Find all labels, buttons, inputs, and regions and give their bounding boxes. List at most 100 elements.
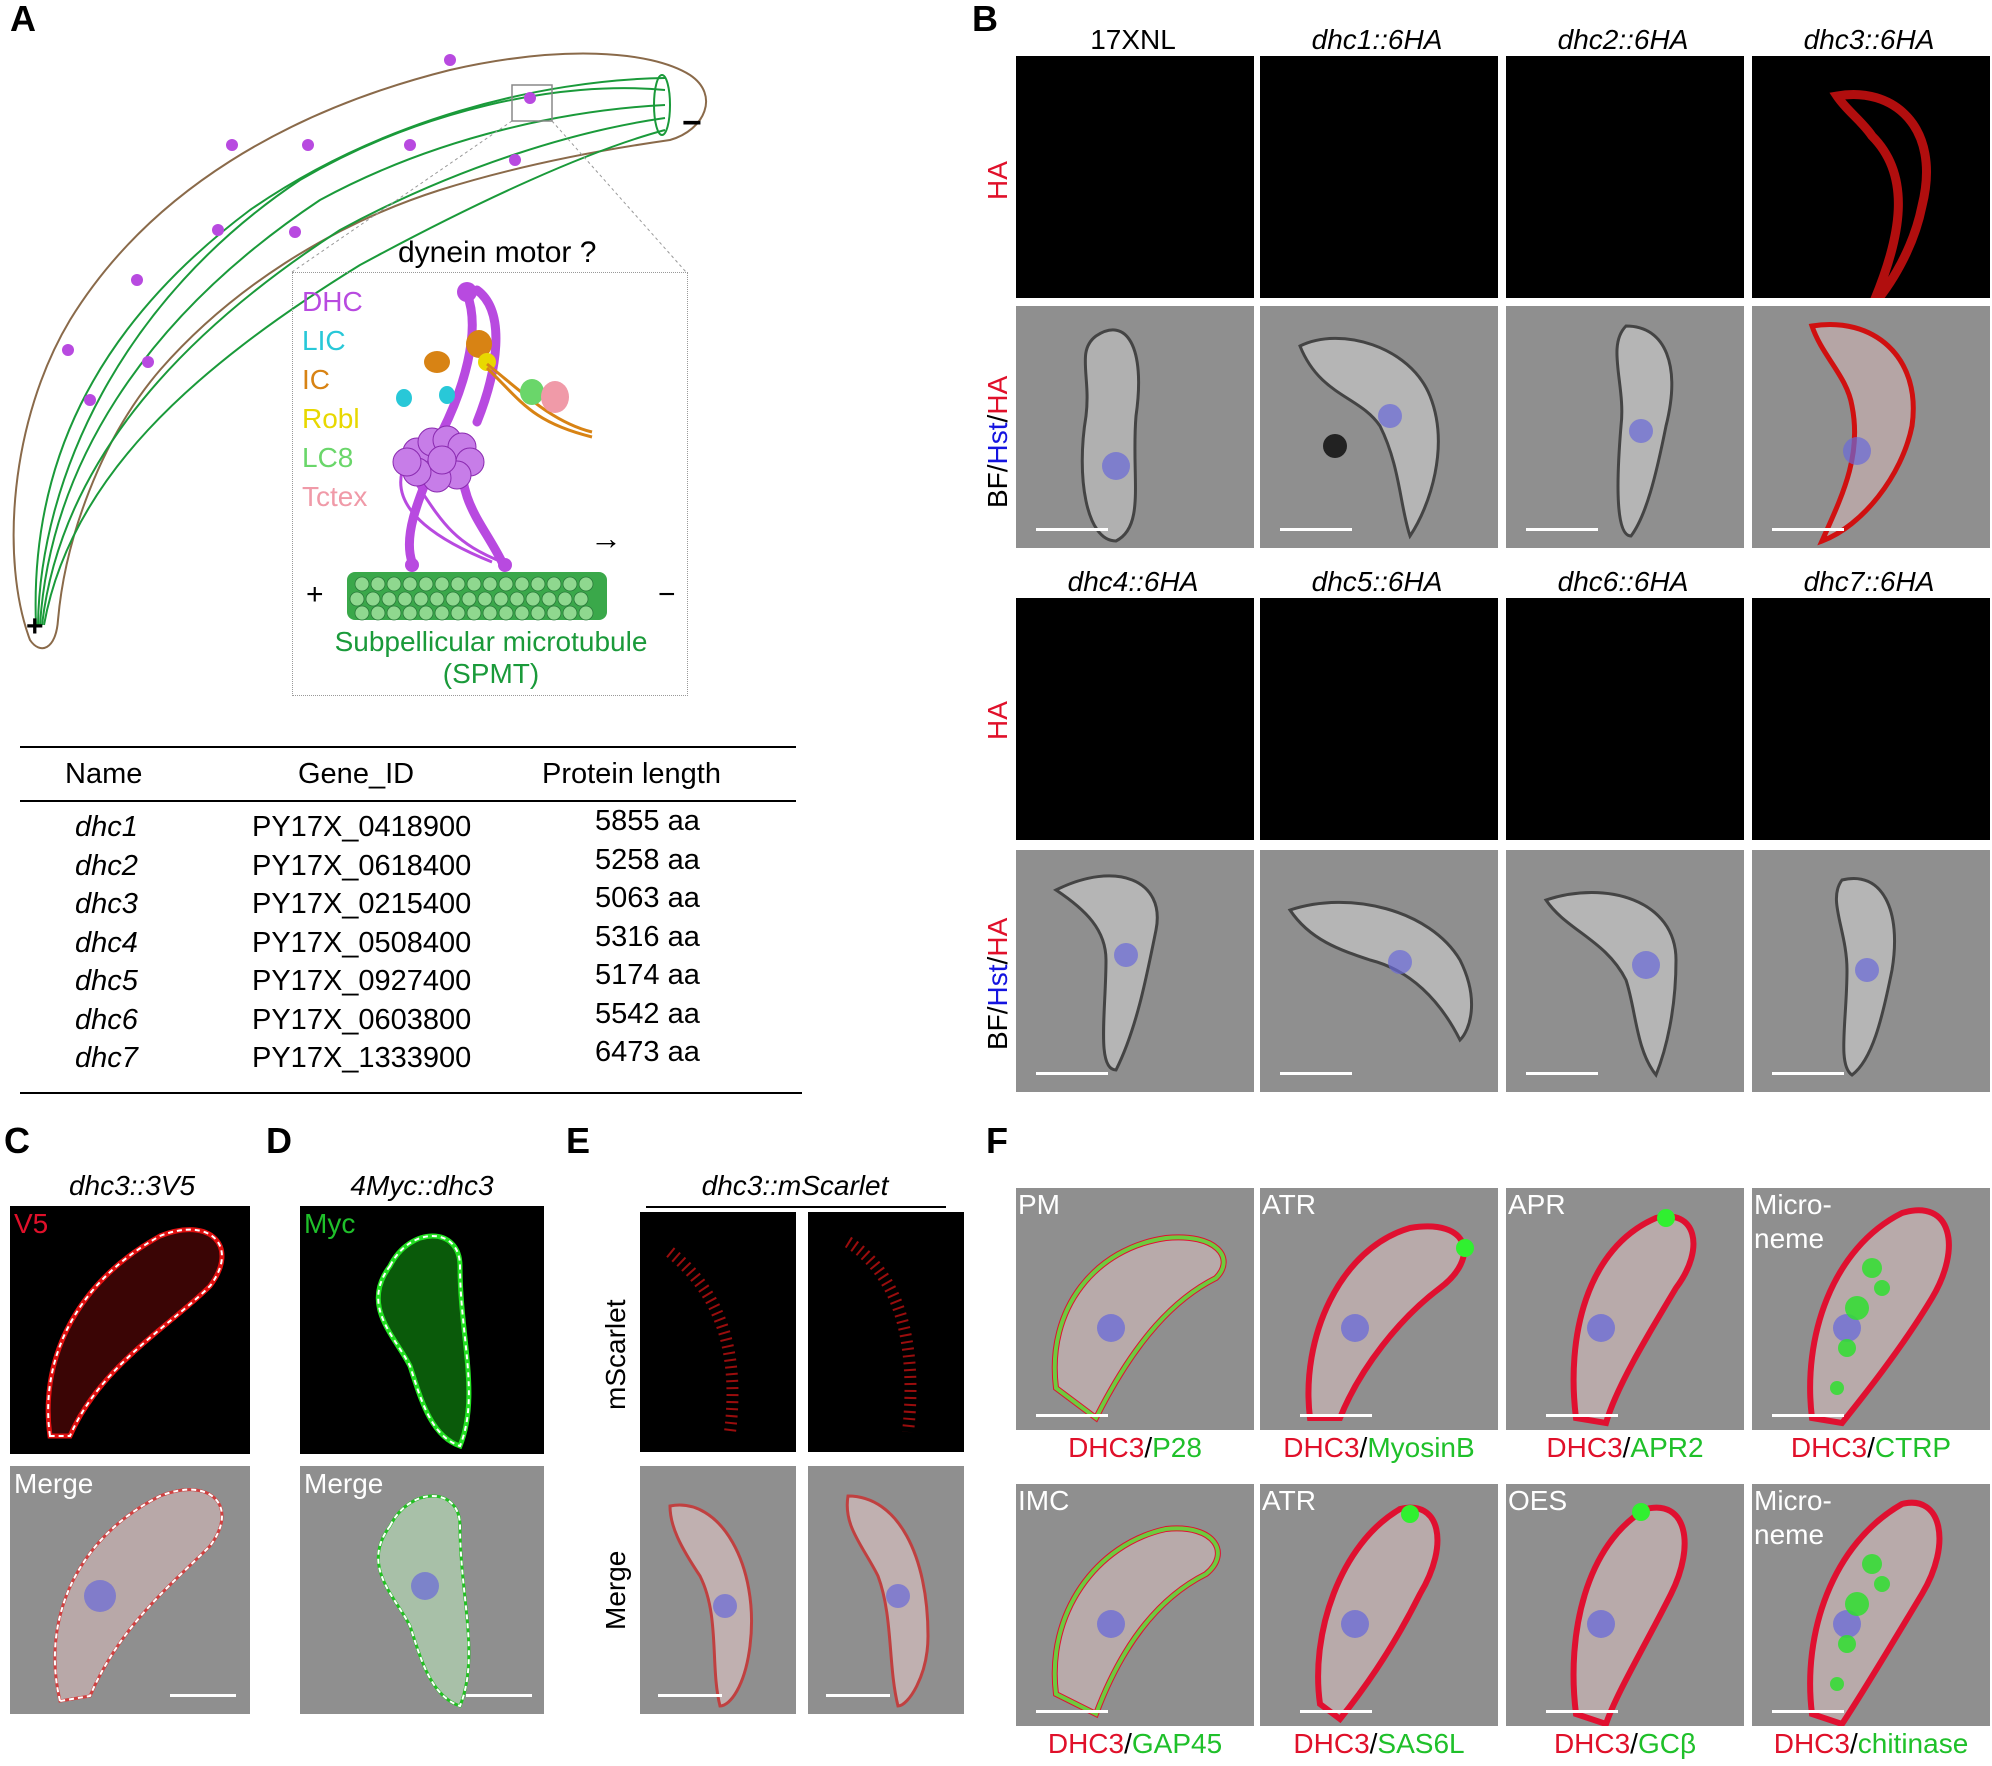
colocalization-cell [1051, 1234, 1227, 1423]
colocalization-image: OES [1506, 1484, 1744, 1726]
protein-name: DHC3 [1047, 1728, 1125, 1759]
bf-text: BF [982, 472, 1013, 508]
mt-plus-label: + [306, 578, 324, 611]
colocalization-image: ATR [1260, 1188, 1498, 1430]
localization-label: OES [1508, 1485, 1568, 1516]
cell-dhc1 [1298, 336, 1440, 540]
panel-label-f: F [986, 1120, 1008, 1161]
ha-image-17xnl [1016, 56, 1254, 298]
parasite-schematic [12, 52, 708, 650]
separator: / [1359, 1432, 1368, 1463]
myc-merge-cell [376, 1494, 471, 1708]
scale-bar [466, 1694, 532, 1697]
colocalization-caption: DHC3/P28 [1016, 1432, 1254, 1464]
table-cell: 5855 aa [595, 805, 700, 837]
table-cell: PY17X_0603800 [252, 1003, 472, 1036]
scale-bar [1772, 1072, 1844, 1075]
col-header-dhc7: dhc7::6HA [1803, 566, 1935, 597]
cell-dhc7 [1834, 877, 1897, 1077]
table-cell: PY17X_0927400 [252, 965, 472, 997]
col-header-dhc4: dhc4::6HA [1067, 566, 1199, 597]
legend-tctex: Tctex [302, 481, 368, 512]
marker-name: chitinase [1857, 1728, 1969, 1759]
marker-name: GCβ [1637, 1728, 1697, 1759]
separator: / [1867, 1432, 1875, 1463]
sep-text: / [982, 414, 1013, 423]
separator: / [1630, 1728, 1638, 1759]
row-label-merge-top: BF/Hst/HA [982, 376, 1014, 508]
panel-label-a: A [10, 0, 36, 39]
protein-name: DHC3 [1546, 1432, 1623, 1463]
sep-text: / [982, 464, 1013, 473]
protein-name: DHC3 [1790, 1432, 1868, 1463]
localization-label: IMC [1018, 1485, 1070, 1516]
dynein-legend: DHC LIC IC Robl LC8 Tctex [302, 282, 367, 516]
merge-image-dhc1 [1260, 306, 1498, 548]
table-cell: PY17X_0618400 [252, 849, 472, 882]
mt-label: Subpellicular microtubule (SPMT) [296, 626, 686, 690]
scale-bar [1036, 1072, 1108, 1075]
mscarlet-image-1 [640, 1212, 796, 1452]
cell-dhc3 [1808, 322, 1916, 546]
colocalization-image: APR [1506, 1188, 1744, 1430]
colocalization-caption: DHC3/chitinase [1752, 1728, 1990, 1760]
panel-label-d: D [266, 1120, 292, 1161]
panel-label-c: C [4, 1120, 30, 1161]
protein-name: DHC3 [1553, 1728, 1631, 1759]
table-cell: PY17X_0418900 [252, 811, 472, 843]
mscarlet-merge-cell-2 [845, 1494, 930, 1708]
table-cell: PY17X_1333900 [252, 1042, 472, 1074]
mscarlet-merge-cell-1 [668, 1503, 753, 1708]
col-header-dhc3: dhc3::6HA [1803, 24, 1935, 55]
colocalization-caption: DHC3/CTRP [1752, 1432, 1990, 1464]
localization-label: Micro- neme [1754, 1485, 1832, 1550]
merge-image-dhc2 [1506, 306, 1744, 548]
scale-bar [1772, 1710, 1844, 1713]
colocalization-cell [1807, 1499, 1943, 1726]
scale-bar [1036, 1414, 1108, 1417]
table-cell: 6473 aa [595, 1036, 700, 1068]
ha-image-dhc6 [1506, 598, 1744, 840]
legend-lic: LIC [302, 325, 346, 356]
ha-image-dhc2 [1506, 56, 1744, 298]
panel-d-title: 4Myc::dhc3 [350, 1170, 494, 1201]
marker-name: CTRP [1874, 1432, 1952, 1463]
cell-dhc5 [1287, 900, 1474, 1043]
row-label-ha-top: HA [982, 161, 1013, 200]
length-column: 5855 aa 5258 aa 5063 aa 5316 aa 5174 aa … [595, 802, 700, 1072]
col-protein-length: Protein length [542, 758, 721, 790]
table-cell: dhc7 [75, 1042, 138, 1074]
table-cell: dhc4 [75, 926, 138, 959]
cell-17xnl [1080, 328, 1141, 543]
ha-image-dhc4 [1016, 598, 1254, 840]
separator: / [1124, 1728, 1132, 1759]
zoom-box [511, 84, 553, 122]
colocalization-cell [1051, 1525, 1221, 1719]
scale-bar [1036, 528, 1108, 531]
protein-name: DHC3 [1068, 1432, 1145, 1463]
table-cell: 5063 aa [595, 882, 700, 914]
sep-text: / [982, 956, 1013, 965]
ha-image-dhc1 [1260, 56, 1498, 298]
colocalization-image: Micro- neme [1752, 1484, 1990, 1726]
scale-bar [1280, 1072, 1352, 1075]
ha-text: HA [982, 917, 1013, 957]
separator: / [1622, 1432, 1631, 1463]
protein-name: DHC3 [1283, 1432, 1360, 1463]
hst-text: Hst [982, 422, 1013, 465]
panel-e-title-rule [646, 1206, 946, 1208]
col-name: Name [65, 758, 143, 790]
plus-end-label: + [26, 610, 44, 643]
mt-minus-label: − [658, 578, 676, 611]
table-cell: dhc2 [75, 849, 138, 882]
panel-label-e: E [566, 1120, 591, 1161]
legend-dhc: DHC [302, 286, 363, 317]
col-header-dhc6: dhc6::6HA [1557, 566, 1689, 597]
myc-merge-image: Merge [300, 1466, 544, 1714]
table-cell: dhc6 [75, 1003, 138, 1036]
marker-name: GAP45 [1131, 1728, 1223, 1759]
microtubule-lattice [347, 572, 607, 621]
table-bottom-rule [20, 1092, 802, 1094]
row-label-merge-e: Merge [600, 1550, 631, 1630]
scale-bar [1300, 1414, 1372, 1417]
